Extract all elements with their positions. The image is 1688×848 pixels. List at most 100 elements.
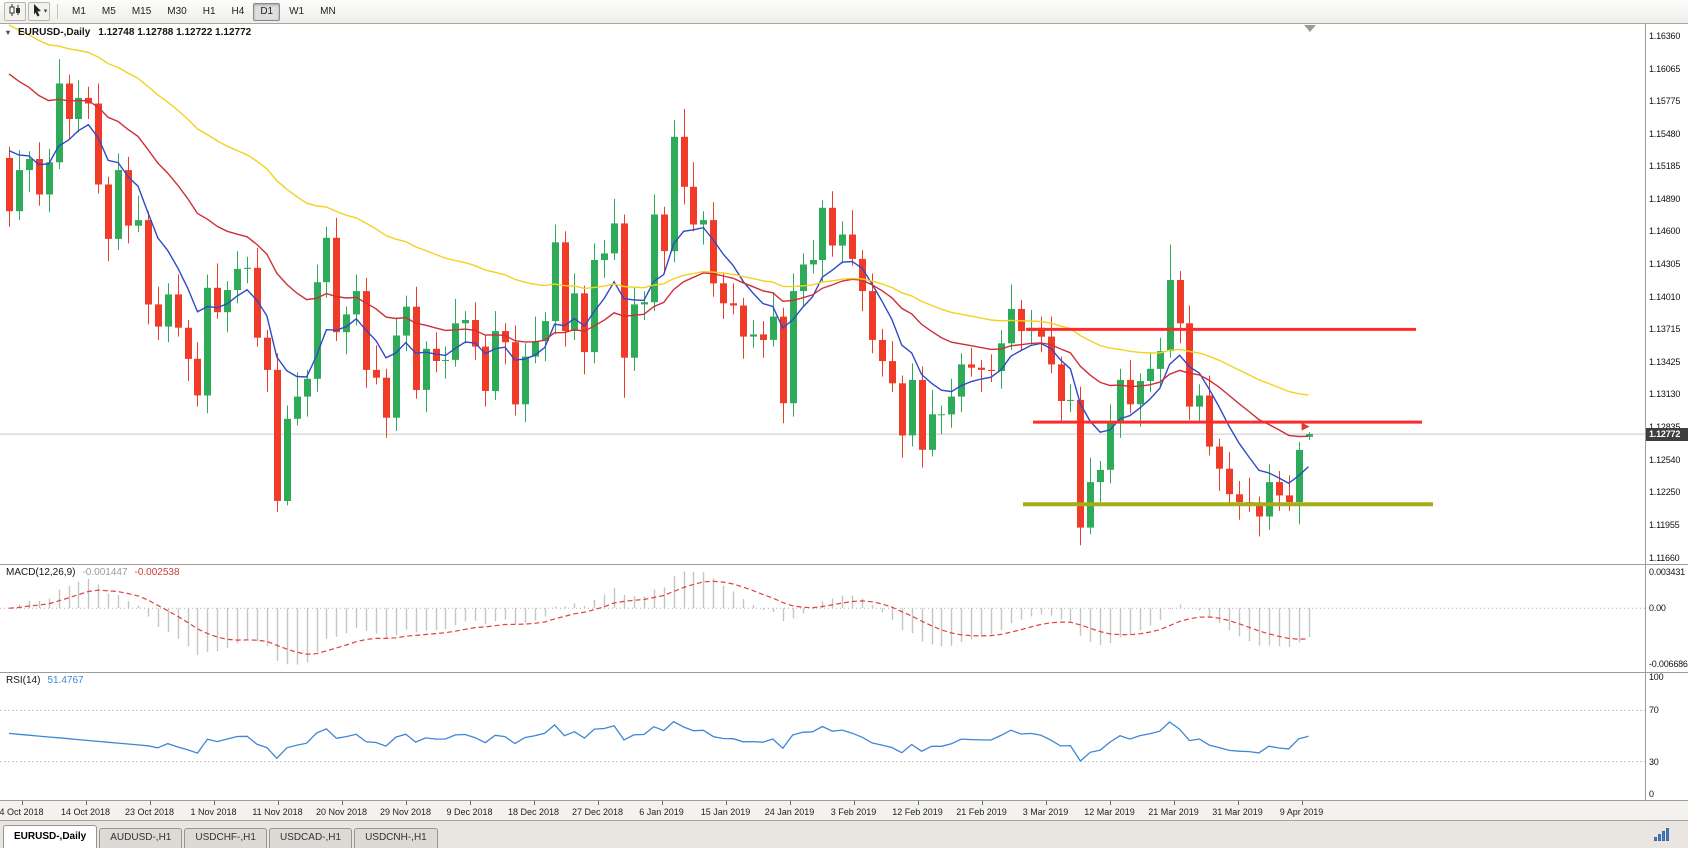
date-tick-mark	[853, 801, 855, 805]
timeframe-button-d1[interactable]: D1	[253, 2, 281, 21]
price-scale-label: 1.14010	[1649, 291, 1681, 302]
price-scale-label: 1.11955	[1649, 519, 1680, 530]
price-scale-label: 1.15185	[1649, 161, 1681, 172]
macd-row: MACD(12,26,9) -0.001447 -0.002538 0.0034…	[0, 564, 1688, 672]
date-label: 14 Oct 2018	[60, 807, 111, 817]
date-tick-mark	[661, 801, 663, 805]
date-label: 21 Feb 2019	[956, 807, 1007, 817]
date-label: 29 Nov 2018	[379, 807, 432, 817]
date-tick-mark	[405, 801, 407, 805]
rsi-scale-label: 100	[1649, 672, 1664, 682]
date-tick-mark	[917, 801, 919, 805]
rsi-label-row: RSI(14) 51.4767	[6, 675, 84, 686]
macd-scale-label: -0.006686	[1649, 659, 1688, 669]
date-tick-mark	[213, 801, 215, 805]
chart-tab-usdcnh-h1[interactable]: USDCNH-,H1	[354, 828, 438, 848]
date-label: 6 Jan 2019	[639, 807, 684, 817]
date-label: 20 Nov 2018	[315, 807, 368, 817]
date-label: 31 Mar 2019	[1212, 807, 1263, 817]
price-scale-label: 1.13715	[1649, 324, 1681, 335]
main-chart-panel[interactable]: ▾ EURUSD-,Daily 1.12748 1.12788 1.12722 …	[0, 24, 1645, 564]
timeframe-button-mn[interactable]: MN	[313, 3, 343, 21]
panel-separator[interactable]	[0, 564, 1688, 565]
timeframe-button-h4[interactable]: H4	[225, 3, 252, 21]
date-tick-mark	[597, 801, 599, 805]
price-scale-label: 1.11660	[1649, 552, 1680, 563]
date-tick-mark	[149, 801, 151, 805]
date-label: 3 Feb 2019	[830, 807, 877, 817]
price-scale-label: 1.12250	[1649, 487, 1681, 498]
price-scale-label: 1.16065	[1649, 63, 1681, 74]
date-label: 9 Dec 2018	[446, 807, 493, 817]
timeframe-button-m30[interactable]: M30	[160, 3, 193, 21]
price-scale-label: 1.14305	[1649, 258, 1681, 269]
date-label: 23 Oct 2018	[124, 807, 175, 817]
date-tick-mark	[1237, 801, 1239, 805]
rsi-chart[interactable]	[0, 672, 1645, 800]
price-scale-label: 1.12835	[1649, 422, 1680, 432]
price-scale-label: 1.14600	[1649, 226, 1681, 237]
timeframe-toolbar: M1 M5 M15 M30 H1 H4 D1 W1 MN	[65, 2, 343, 21]
symbol-period-label: EURUSD-,Daily	[18, 27, 91, 38]
timeframe-button-m5[interactable]: M5	[95, 3, 123, 21]
date-tick-mark	[21, 801, 23, 805]
date-label: 11 Nov 2018	[252, 807, 303, 817]
chart-tab-eurusd-daily[interactable]: EURUSD-,Daily	[3, 825, 98, 848]
timeframe-button-m1[interactable]: M1	[65, 3, 93, 21]
timeframe-button-w1[interactable]: W1	[282, 3, 311, 21]
macd-scale-label: 0.00	[1649, 603, 1666, 614]
timeframe-button-h1[interactable]: H1	[196, 3, 223, 21]
date-tick-mark	[533, 801, 535, 805]
date-label: 21 Mar 2019	[1148, 807, 1199, 817]
chart-tab-usdchf-h1[interactable]: USDCHF-,H1	[184, 828, 267, 848]
price-scale-label: 1.12540	[1649, 454, 1681, 465]
macd-panel[interactable]: MACD(12,26,9) -0.001447 -0.002538	[0, 564, 1645, 672]
rsi-scale-label: 70	[1649, 705, 1659, 716]
date-tick-mark	[725, 801, 727, 805]
rsi-scale-label: 30	[1649, 756, 1659, 767]
chart-tab-usdcad-h1[interactable]: USDCAD-,H1	[268, 828, 353, 848]
date-axis[interactable]: 4 Oct 2018 14 Oct 2018 23 Oct 2018 1 Nov 20…	[0, 800, 1688, 820]
date-tick-mark	[341, 801, 343, 805]
panel-separator[interactable]	[0, 672, 1688, 673]
date-label: 27 Dec 2018	[571, 807, 624, 817]
chart-tab-audusd-h1[interactable]: AUDUSD-,H1	[99, 828, 183, 848]
chart-type-button[interactable]	[4, 2, 26, 21]
price-scale-label: 1.15775	[1649, 95, 1681, 106]
price-scale-label: 1.14890	[1649, 194, 1681, 204]
rsi-row: RSI(14) 51.4767 100 70 30 0	[0, 672, 1688, 800]
macd-scale-label: 0.003431	[1649, 567, 1685, 577]
macd-label-row: MACD(12,26,9) -0.001447 -0.002538	[6, 567, 180, 578]
date-label: 15 Jan 2019	[700, 807, 751, 817]
macd-signal-value: -0.002538	[134, 567, 180, 578]
timeframe-button-m15[interactable]: M15	[125, 3, 158, 21]
date-tick-mark	[1045, 801, 1047, 805]
macd-scale[interactable]: 0.003431 0.00 -0.006686	[1645, 564, 1688, 672]
date-tick-mark	[1109, 801, 1111, 805]
cursor-icon	[31, 3, 43, 20]
toolbar-separator	[57, 4, 58, 19]
price-scale-label: 1.13130	[1649, 389, 1681, 400]
price-scale-label: 1.16360	[1649, 30, 1681, 41]
candlestick-chart-icon	[8, 3, 22, 20]
drawing-tools-button[interactable]: ▾	[28, 2, 50, 21]
candlestick-chart[interactable]	[0, 24, 1645, 564]
one-click-trading-toggle[interactable]: ▾	[6, 28, 11, 37]
dropdown-arrow-icon: ▾	[43, 8, 48, 15]
ohlc-values: 1.12748 1.12788 1.12722 1.12772	[98, 27, 252, 38]
current-price-badge: 1.12772	[1646, 427, 1688, 441]
chart-title: ▾ EURUSD-,Daily 1.12748 1.12788 1.12722 …	[6, 27, 251, 38]
date-label: 4 Oct 2018	[0, 807, 44, 817]
main-chart-row: ▾ EURUSD-,Daily 1.12748 1.12788 1.12722 …	[0, 24, 1688, 564]
macd-chart[interactable]	[0, 564, 1645, 672]
price-scale-label: 1.13425	[1649, 356, 1681, 367]
rsi-scale-label: 0	[1649, 789, 1654, 799]
chart-tabs-bar: EURUSD-,Daily AUDUSD-,H1 USDCHF-,H1 USDCAD-…	[0, 820, 1688, 848]
price-scale[interactable]: 1.12772 1.16360 1.16065 1.15775 1.15480 1.15…	[1645, 24, 1688, 564]
rsi-scale[interactable]: 100 70 30 0	[1645, 672, 1688, 800]
rsi-panel[interactable]: RSI(14) 51.4767	[0, 672, 1645, 800]
date-label: 3 Mar 2019	[1022, 807, 1069, 817]
macd-label: MACD(12,26,9)	[6, 567, 76, 578]
date-tick-mark	[469, 801, 471, 805]
